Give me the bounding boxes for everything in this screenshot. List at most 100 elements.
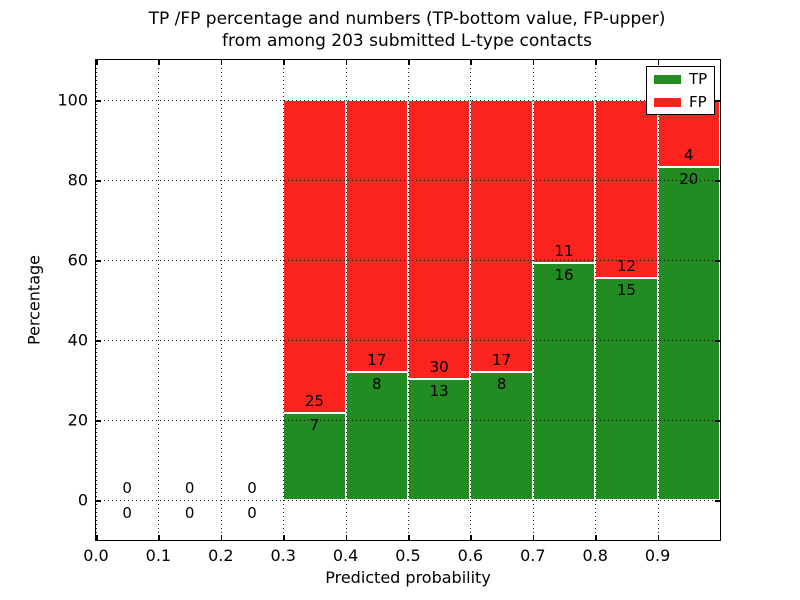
gridline-vertical xyxy=(595,60,597,540)
bar-count-label-tp: 8 xyxy=(496,375,507,393)
x-tick-mark-top xyxy=(532,60,535,65)
x-tick-mark-top xyxy=(158,60,160,65)
x-tick-label: 0.4 xyxy=(332,546,359,565)
bar-count-label-tp: 7 xyxy=(309,415,320,434)
y-tick-label: 60 xyxy=(67,250,88,270)
x-tick-mark-bottom xyxy=(532,535,535,540)
bar-count-label-tp: 16 xyxy=(554,265,574,284)
y-tick-mark-left xyxy=(96,260,101,262)
x-tick-mark-top xyxy=(470,60,472,65)
zero-count-label-upper: 0 xyxy=(184,479,195,497)
x-tick-label: 0.1 xyxy=(145,546,172,565)
x-tick-mark-bottom xyxy=(96,535,98,540)
x-tick-mark-top xyxy=(595,60,597,65)
gridline-vertical xyxy=(158,60,160,540)
gridline-vertical xyxy=(470,60,472,540)
x-tick-mark-top xyxy=(96,60,98,65)
bar-count-label-fp: 4 xyxy=(684,145,694,164)
x-tick-label: 0.5 xyxy=(395,546,421,565)
bar-segment-fp xyxy=(345,100,408,372)
x-tick-mark-bottom xyxy=(158,535,160,540)
zero-count-label-lower: 0 xyxy=(184,504,195,522)
y-tick-mark-left xyxy=(96,420,101,422)
legend-swatch-fp xyxy=(654,97,681,107)
legend-label-fp: FP xyxy=(689,92,707,111)
y-tick-mark-left xyxy=(96,500,101,502)
bar-count-label-fp: 17 xyxy=(367,351,387,369)
legend-label-tp: TP xyxy=(689,69,708,88)
y-tick-label: 0 xyxy=(77,490,88,510)
bar-count-label-fp: 25 xyxy=(304,391,324,410)
x-axis-label: Predicted probability xyxy=(325,568,491,587)
x-tick-mark-bottom xyxy=(283,535,285,540)
x-tick-mark-top xyxy=(657,60,660,65)
gridline-vertical xyxy=(657,60,659,540)
y-tick-mark-right xyxy=(715,260,720,262)
y-tick-label: 40 xyxy=(67,330,88,350)
bar-segment-tp xyxy=(345,372,408,500)
y-tick-label: 20 xyxy=(67,410,88,430)
bar-segment-tp xyxy=(657,166,720,500)
zero-count-label-upper: 0 xyxy=(122,479,132,497)
legend: TP FP xyxy=(646,66,715,115)
x-tick-mark-top xyxy=(220,60,223,65)
bar-segment-fp xyxy=(595,100,658,278)
x-tick-mark-bottom xyxy=(595,535,597,540)
chart-title-line1: TP /FP percentage and numbers (TP-bottom… xyxy=(148,9,666,29)
gridline-vertical xyxy=(345,60,347,540)
y-tick-label: 80 xyxy=(67,170,88,190)
x-tick-mark-top xyxy=(283,60,285,65)
bar-count-label-tp: 13 xyxy=(429,382,449,401)
bar-segment-fp xyxy=(532,100,596,263)
bar-count-label-fp: 11 xyxy=(554,241,574,260)
bar-segment-fp xyxy=(283,100,346,413)
bar-count-label-fp: 30 xyxy=(429,358,449,377)
x-tick-mark-bottom xyxy=(470,535,472,540)
bar-segment-fp xyxy=(470,100,533,372)
y-tick-mark-right xyxy=(715,420,720,422)
gridline-vertical xyxy=(408,60,409,540)
legend-swatch-tp xyxy=(654,74,681,84)
bar-segment-tp xyxy=(470,372,533,500)
plot-area: Percentage Predicted probability TP FP 0… xyxy=(25,59,721,587)
x-tick-label: 0.8 xyxy=(582,546,608,565)
x-tick-mark-bottom xyxy=(408,535,410,540)
y-tick-mark-left xyxy=(96,340,101,342)
bar-count-label-tp: 20 xyxy=(679,169,699,188)
zero-count-label-lower: 0 xyxy=(122,504,132,522)
chart-title-line2: from among 203 submitted L-type contacts xyxy=(221,31,592,51)
gridline-vertical xyxy=(220,60,222,540)
gridline-vertical xyxy=(96,60,97,540)
y-tick-mark-right xyxy=(715,500,720,502)
y-tick-mark-left xyxy=(96,180,101,182)
zero-count-label-upper: 0 xyxy=(247,479,257,497)
gridline-vertical xyxy=(283,60,285,540)
x-tick-label: 0.9 xyxy=(644,546,671,565)
bar-count-label-fp: 12 xyxy=(616,256,636,275)
y-tick-mark-right xyxy=(715,340,720,342)
x-tick-mark-bottom xyxy=(657,535,660,540)
zero-count-label-lower: 0 xyxy=(247,504,257,522)
legend-item-tp: TP xyxy=(654,69,708,88)
gridline-vertical xyxy=(532,60,534,540)
chart-title: TP /FP percentage and numbers (TP-bottom… xyxy=(95,8,719,52)
bar-segment-fp xyxy=(408,100,471,380)
x-tick-mark-bottom xyxy=(345,535,348,540)
x-tick-mark-top xyxy=(408,60,410,65)
bar-segment-tp xyxy=(408,379,471,500)
x-tick-label: 0.6 xyxy=(457,546,484,565)
bar-count-label-tp: 15 xyxy=(616,280,636,299)
y-tick-mark-left xyxy=(96,100,101,102)
y-tick-mark-right xyxy=(715,180,720,182)
y-tick-label: 100 xyxy=(57,90,88,110)
y-tick-mark-right xyxy=(715,100,720,102)
x-tick-label: 0.7 xyxy=(520,546,546,565)
x-tick-mark-top xyxy=(345,60,348,65)
x-tick-mark-bottom xyxy=(220,535,223,540)
bar-segment-tp xyxy=(532,262,596,500)
bar-count-label-tp: 8 xyxy=(372,375,382,393)
bar-segment-tp xyxy=(595,277,658,500)
x-tick-label: 0.2 xyxy=(208,546,234,565)
legend-item-fp: FP xyxy=(654,92,707,111)
